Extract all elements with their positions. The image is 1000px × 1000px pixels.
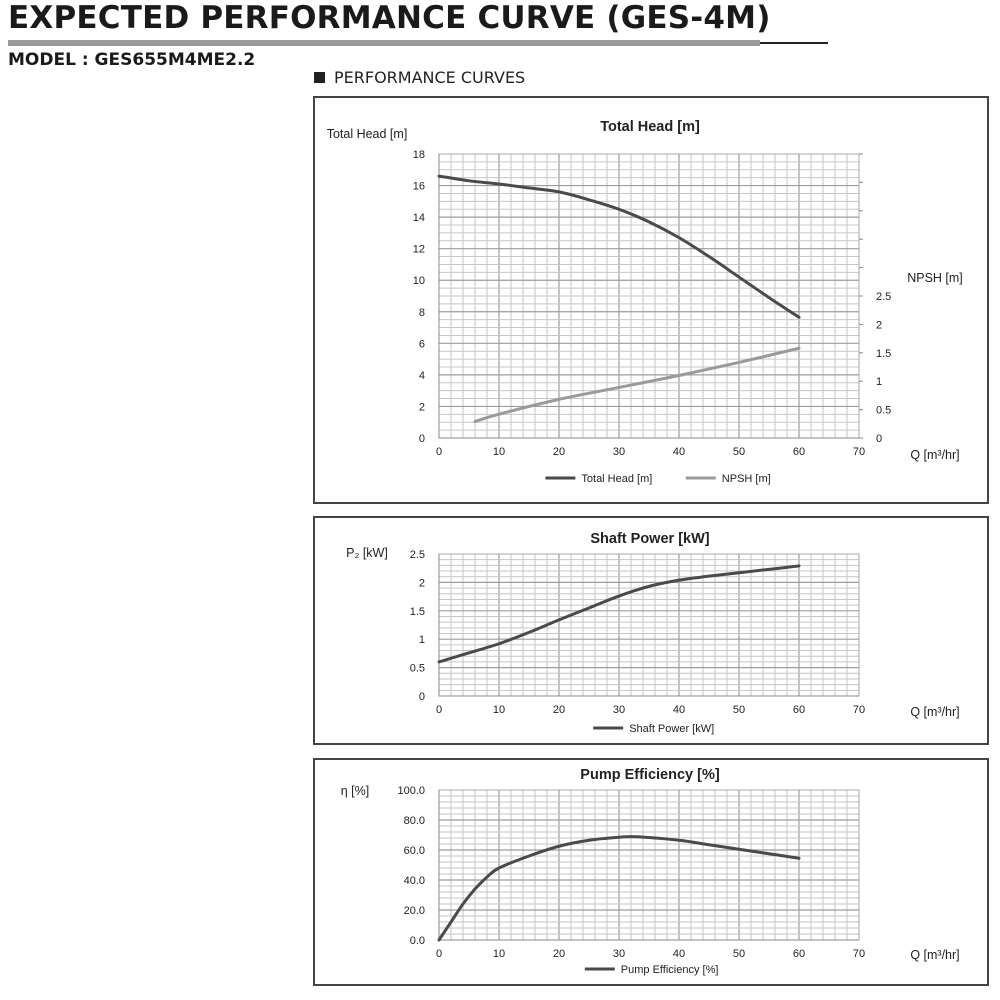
x-tick-label: 60 — [793, 446, 805, 458]
series-line — [437, 835, 801, 942]
x-tick-label: 70 — [853, 704, 865, 716]
x-tick-label: 40 — [673, 446, 685, 458]
y-tick-label: 2.5 — [410, 549, 425, 561]
y-tick-label: 10 — [413, 275, 425, 287]
legend-label: Total Head [m] — [581, 473, 652, 485]
x-tick-label: 10 — [493, 446, 505, 458]
y2-tick-label: 2.5 — [876, 291, 891, 303]
legend-label: Pump Efficiency [%] — [621, 964, 719, 976]
x-tick-label: 30 — [613, 446, 625, 458]
x-tick-label: 30 — [613, 704, 625, 716]
section-heading: PERFORMANCE CURVES — [314, 68, 525, 87]
square-bullet-icon — [314, 72, 325, 83]
model-label: MODEL : GES655M4ME2.2 — [8, 50, 256, 70]
y-tick-label: 2 — [419, 577, 425, 589]
y-tick-label: 18 — [413, 149, 425, 161]
x-tick-label: 20 — [553, 704, 565, 716]
y-tick-label: 1 — [419, 634, 425, 646]
total-head-panel — [313, 96, 989, 504]
y2-tick-label: 0 — [876, 433, 882, 445]
y-tick-label: 20.0 — [404, 905, 425, 917]
y-tick-label: 60.0 — [404, 845, 425, 857]
y2-tick-label: 1.5 — [876, 348, 891, 360]
y2-tick-label: 1 — [876, 376, 882, 388]
y-tick-label: 8 — [419, 307, 425, 319]
x-tick-label: 50 — [733, 446, 745, 458]
y-axis-label: P₂ [kW] — [346, 546, 388, 560]
series-line — [437, 564, 801, 664]
plot-area — [438, 553, 860, 697]
y-tick-label: 4 — [419, 370, 425, 382]
chart-title: Total Head [m] — [600, 119, 700, 135]
y-tick-label: 12 — [413, 244, 425, 256]
x-tick-label: 70 — [853, 948, 865, 960]
x-tick-label: 0 — [436, 446, 442, 458]
y-tick-label: 40.0 — [404, 875, 425, 887]
x-tick-label: 40 — [673, 948, 685, 960]
title-underline-end — [760, 42, 828, 44]
y-tick-label: 80.0 — [404, 815, 425, 827]
x-tick-label: 60 — [793, 948, 805, 960]
x-tick-label: 10 — [493, 948, 505, 960]
legend-label: NPSH [m] — [722, 473, 771, 485]
y2-tick-label: 2 — [876, 319, 882, 331]
section-heading-text: PERFORMANCE CURVES — [334, 68, 526, 87]
y-tick-label: 14 — [413, 212, 425, 224]
y-axis-label: Total Head [m] — [327, 127, 408, 141]
y-tick-label: 0.0 — [410, 935, 425, 947]
x-tick-label: 10 — [493, 704, 505, 716]
x-tick-label: 50 — [733, 948, 745, 960]
y-tick-label: 1.5 — [410, 606, 425, 618]
y-tick-label: 0 — [419, 691, 425, 703]
series-line — [437, 174, 801, 319]
x-tick-label: 30 — [613, 948, 625, 960]
x-axis-label: Q [m³/hr] — [910, 705, 959, 719]
y2-axis-label: NPSH [m] — [907, 271, 963, 285]
y-tick-label: 0 — [419, 433, 425, 445]
x-tick-label: 50 — [733, 704, 745, 716]
y-tick-label: 0.5 — [410, 663, 425, 675]
chart-title: Shaft Power [kW] — [590, 531, 709, 547]
x-tick-label: 0 — [436, 704, 442, 716]
x-tick-label: 70 — [853, 446, 865, 458]
x-axis-label: Q [m³/hr] — [910, 448, 959, 462]
y-tick-label: 100.0 — [397, 785, 425, 797]
x-tick-label: 20 — [553, 948, 565, 960]
legend-label: Shaft Power [kW] — [629, 723, 714, 735]
title-underline — [8, 40, 760, 46]
y2-tick-label: 0.5 — [876, 405, 891, 417]
chart-title: Pump Efficiency [%] — [580, 767, 720, 783]
y-tick-label: 6 — [419, 338, 425, 350]
series-line — [473, 346, 801, 424]
x-tick-label: 60 — [793, 704, 805, 716]
x-axis-label: Q [m³/hr] — [910, 948, 959, 962]
x-tick-label: 20 — [553, 446, 565, 458]
page-title: EXPECTED PERFORMANCE CURVE (GES-4M) — [8, 0, 771, 36]
y-tick-label: 2 — [419, 401, 425, 413]
x-tick-label: 40 — [673, 704, 685, 716]
y-axis-label: η [%] — [341, 784, 370, 798]
x-tick-label: 0 — [436, 948, 442, 960]
y-tick-label: 16 — [413, 181, 425, 193]
